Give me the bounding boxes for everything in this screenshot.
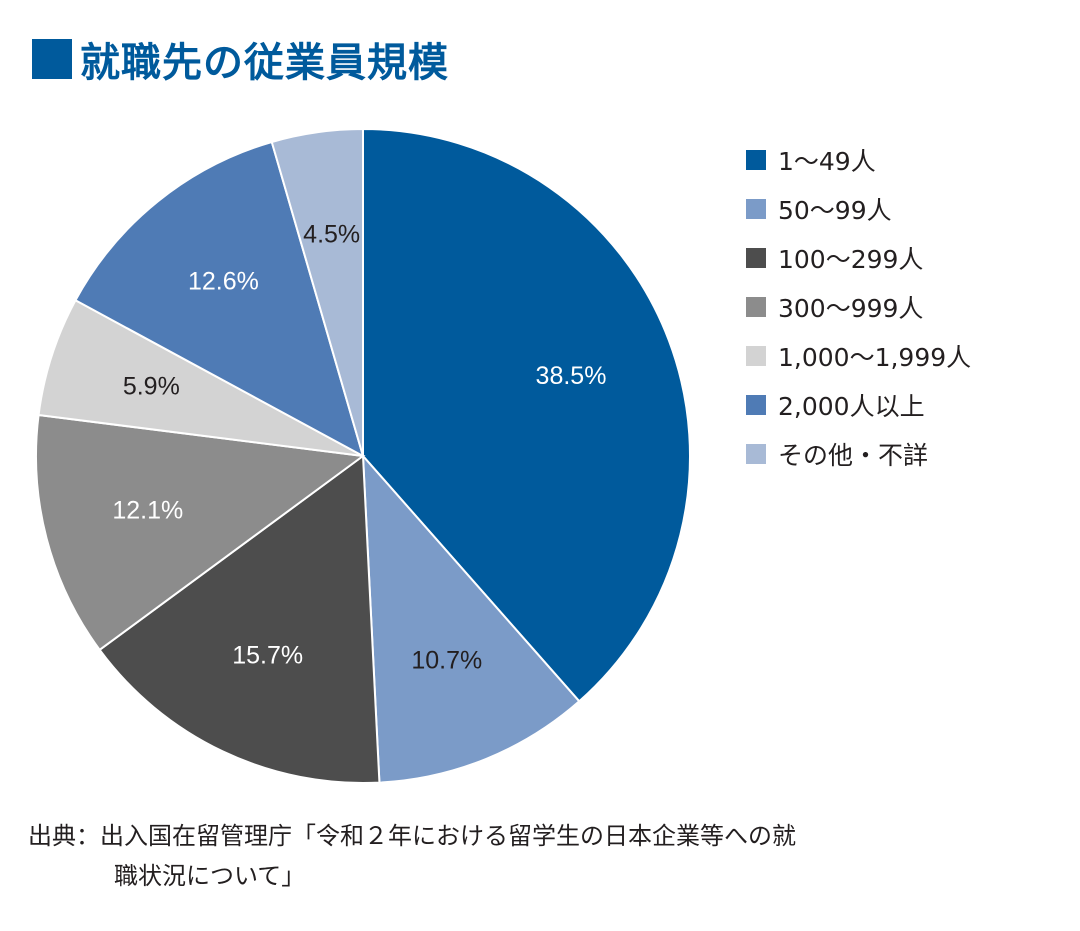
- legend-swatch: [746, 443, 766, 464]
- pie-slice: [270, 127, 364, 457]
- slice-value-label: 4.5%: [303, 220, 360, 248]
- legend-label: 100〜299人: [778, 244, 924, 274]
- slice-value-label: 15.7%: [232, 642, 303, 670]
- legend-item: 100〜299人: [746, 233, 971, 282]
- legend-item: その他・不詳: [746, 429, 971, 478]
- chart-title: 就職先の従業員規模: [80, 40, 449, 86]
- legend-swatch: [746, 296, 766, 317]
- legend-item: 1,000〜1,999人: [746, 331, 971, 380]
- title-marker-square: [32, 39, 72, 79]
- source-note: 出典：出入国在留管理庁「令和２年における留学生の日本企業等への就 職状況について…: [28, 816, 796, 896]
- legend-item: 300〜999人: [746, 282, 971, 331]
- legend-swatch: [746, 198, 766, 219]
- slice-value-label: 10.7%: [411, 647, 482, 675]
- pie-chart: 38.5% 10.7% 15.7% 12.1% 5.9% 12.6% 4.5%: [35, 127, 691, 784]
- legend-label: その他・不詳: [778, 440, 929, 470]
- legend-label: 2,000人以上: [778, 391, 925, 421]
- pie-slice: [35, 413, 366, 652]
- chart-title-block: 就職先の従業員規模: [32, 34, 449, 86]
- pie-slice: [362, 127, 691, 703]
- source-line-1: 出典：出入国在留管理庁「令和２年における留学生の日本企業等への就: [28, 822, 796, 850]
- legend-swatch: [746, 394, 766, 415]
- legend-label: 50〜99人: [778, 195, 892, 225]
- legend-swatch: [746, 149, 766, 170]
- pie-slice: [361, 453, 581, 784]
- slice-value-label: 12.6%: [188, 268, 259, 296]
- legend-item: 1〜49人: [746, 135, 971, 184]
- legend-item: 2,000人以上: [746, 380, 971, 429]
- slice-value-label: 38.5%: [536, 362, 607, 390]
- legend-label: 1,000〜1,999人: [778, 342, 972, 372]
- legend: 1〜49人 50〜99人 100〜299人 300〜999人 1,000〜1,9…: [746, 135, 971, 478]
- legend-label: 1〜49人: [778, 146, 876, 176]
- pie-slice: [98, 454, 381, 784]
- slice-value-label: 5.9%: [123, 373, 180, 401]
- legend-swatch: [746, 345, 766, 366]
- pie-slice: [74, 140, 365, 459]
- slice-value-label: 12.1%: [112, 497, 183, 525]
- legend-swatch: [746, 247, 766, 268]
- legend-item: 50〜99人: [746, 184, 971, 233]
- pie-slice: [37, 298, 364, 457]
- source-line-2: 職状況について」: [114, 862, 306, 890]
- legend-label: 300〜999人: [778, 293, 924, 323]
